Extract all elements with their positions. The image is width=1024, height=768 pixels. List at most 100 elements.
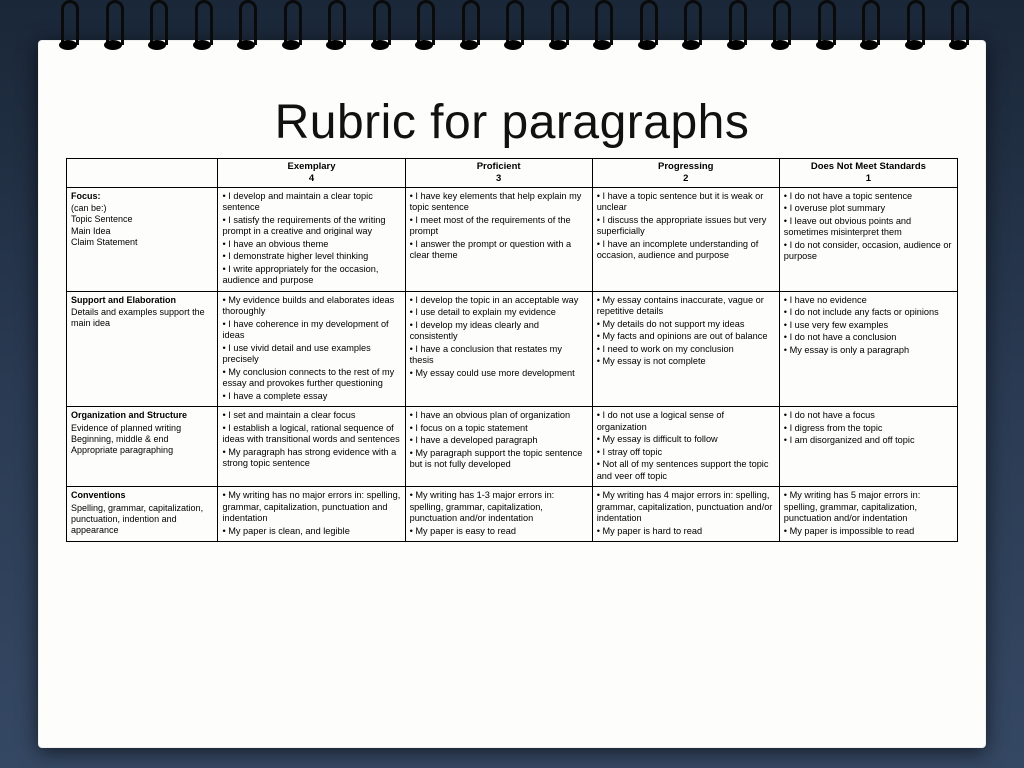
binding-ring [768, 0, 790, 55]
column-header: Exemplary4 [218, 159, 405, 188]
bullet-item: I answer the prompt or question with a c… [410, 239, 588, 262]
binding-ring [679, 0, 701, 55]
bullet-item: I do not use a logical sense of organiza… [597, 410, 775, 433]
table-row: ConventionsSpelling, grammar, capitaliza… [67, 487, 958, 542]
bullet-item: I develop my ideas clearly and consisten… [410, 320, 588, 343]
row-header: Focus:(can be:)Topic SentenceMain IdeaCl… [67, 187, 218, 291]
binding-ring [590, 0, 612, 55]
bullet-item: My evidence builds and elaborates ideas … [222, 295, 400, 318]
binding-ring [56, 0, 78, 55]
bullet-item: I demonstrate higher level thinking [222, 251, 400, 263]
rubric-cell: I have no evidenceI do not include any f… [779, 291, 957, 407]
binding-ring [323, 0, 345, 55]
bullet-item: My paragraph has strong evidence with a … [222, 447, 400, 470]
bullet-item: I digress from the topic [784, 423, 953, 435]
bullet-item: My essay is not complete [597, 356, 775, 368]
binding-ring [101, 0, 123, 55]
binding-ring [857, 0, 879, 55]
bullet-item: I do not have a focus [784, 410, 953, 422]
table-row: Organization and StructureEvidence of pl… [67, 407, 958, 487]
bullet-item: I have an obvious plan of organization [410, 410, 588, 422]
page-title: Rubric for paragraphs [66, 95, 958, 150]
bullet-item: My paper is easy to read [410, 526, 588, 538]
column-header: Does Not Meet Standards1 [779, 159, 957, 188]
bullet-item: I discuss the appropriate issues but ver… [597, 215, 775, 238]
bullet-item: My paragraph support the topic sentence … [410, 448, 588, 471]
rubric-cell: My writing has 1-3 major errors in: spel… [405, 487, 592, 542]
bullet-item: I establish a logical, rational sequence… [222, 423, 400, 446]
rubric-cell: My writing has no major errors in: spell… [218, 487, 405, 542]
rubric-cell: My evidence builds and elaborates ideas … [218, 291, 405, 407]
bullet-item: My essay could use more development [410, 368, 588, 380]
binding-ring [946, 0, 968, 55]
bullet-item: I do not have a conclusion [784, 332, 953, 344]
bullet-item: I develop and maintain a clear topic sen… [222, 191, 400, 214]
bullet-item: My paper is hard to read [597, 526, 775, 538]
bullet-item: I have a developed paragraph [410, 435, 588, 447]
row-header: Support and ElaborationDetails and examp… [67, 291, 218, 407]
bullet-item: My writing has no major errors in: spell… [222, 490, 400, 525]
rubric-cell: I do not have a topic sentenceI overuse … [779, 187, 957, 291]
bullet-item: I set and maintain a clear focus [222, 410, 400, 422]
bullet-item: I have an obvious theme [222, 239, 400, 251]
column-header: Proficient3 [405, 159, 592, 188]
rubric-cell: I have key elements that help explain my… [405, 187, 592, 291]
rubric-cell: I do not use a logical sense of organiza… [592, 407, 779, 487]
bullet-item: My writing has 4 major errors in: spelli… [597, 490, 775, 525]
rubric-cell: I develop the topic in an acceptable way… [405, 291, 592, 407]
bullet-item: I use vivid detail and use examples prec… [222, 343, 400, 366]
bullet-item: I have an incomplete understanding of oc… [597, 239, 775, 262]
notepad-page: Rubric for paragraphs Exemplary4Proficie… [38, 40, 986, 748]
bullet-item: I satisfy the requirements of the writin… [222, 215, 400, 238]
row-header: Organization and StructureEvidence of pl… [67, 407, 218, 487]
bullet-item: I have key elements that help explain my… [410, 191, 588, 214]
bullet-item: My paper is clean, and legible [222, 526, 400, 538]
table-body: Focus:(can be:)Topic SentenceMain IdeaCl… [67, 187, 958, 542]
bullet-item: I do not include any facts or opinions [784, 307, 953, 319]
rubric-cell: My writing has 5 major errors in: spelli… [779, 487, 957, 542]
binding-ring [902, 0, 924, 55]
binding-ring [457, 0, 479, 55]
bullet-item: My conclusion connects to the rest of my… [222, 367, 400, 390]
rubric-cell: I do not have a focusI digress from the … [779, 407, 957, 487]
bullet-item: I have no evidence [784, 295, 953, 307]
bullet-item: I develop the topic in an acceptable way [410, 295, 588, 307]
bullet-item: I do not have a topic sentence [784, 191, 953, 203]
bullet-item: I use detail to explain my evidence [410, 307, 588, 319]
rubric-table: Exemplary4Proficient3Progressing2Does No… [66, 158, 958, 542]
bullet-item: I have a topic sentence but it is weak o… [597, 191, 775, 214]
binding-ring [190, 0, 212, 55]
rubric-cell: My essay contains inaccurate, vague or r… [592, 291, 779, 407]
bullet-item: My essay is only a paragraph [784, 345, 953, 357]
rubric-cell: I develop and maintain a clear topic sen… [218, 187, 405, 291]
binding-ring [279, 0, 301, 55]
bullet-item: My facts and opinions are out of balance [597, 331, 775, 343]
table-row: Focus:(can be:)Topic SentenceMain IdeaCl… [67, 187, 958, 291]
bullet-item: I use very few examples [784, 320, 953, 332]
bullet-item: My essay is difficult to follow [597, 434, 775, 446]
binding-ring [813, 0, 835, 55]
bullet-item: I stray off topic [597, 447, 775, 459]
binding-ring [546, 0, 568, 55]
bullet-item: I leave out obvious points and sometimes… [784, 216, 953, 239]
bullet-item: I meet most of the requirements of the p… [410, 215, 588, 238]
bullet-item: My writing has 5 major errors in: spelli… [784, 490, 953, 525]
bullet-item: My paper is impossible to read [784, 526, 953, 538]
rubric-cell: I set and maintain a clear focusI establ… [218, 407, 405, 487]
bullet-item: I focus on a topic statement [410, 423, 588, 435]
bullet-item: My writing has 1-3 major errors in: spel… [410, 490, 588, 525]
bullet-item: I have coherence in my development of id… [222, 319, 400, 342]
bullet-item: I need to work on my conclusion [597, 344, 775, 356]
binding-ring [724, 0, 746, 55]
binding-ring [145, 0, 167, 55]
binding-ring [501, 0, 523, 55]
bullet-item: I am disorganized and off topic [784, 435, 953, 447]
bullet-item: I write appropriately for the occasion, … [222, 264, 400, 287]
column-header [67, 159, 218, 188]
row-header: ConventionsSpelling, grammar, capitaliza… [67, 487, 218, 542]
binding-ring [412, 0, 434, 55]
bullet-item: Not all of my sentences support the topi… [597, 459, 775, 482]
binding-ring [234, 0, 256, 55]
bullet-item: My details do not support my ideas [597, 319, 775, 331]
bullet-item: I have a conclusion that restates my the… [410, 344, 588, 367]
